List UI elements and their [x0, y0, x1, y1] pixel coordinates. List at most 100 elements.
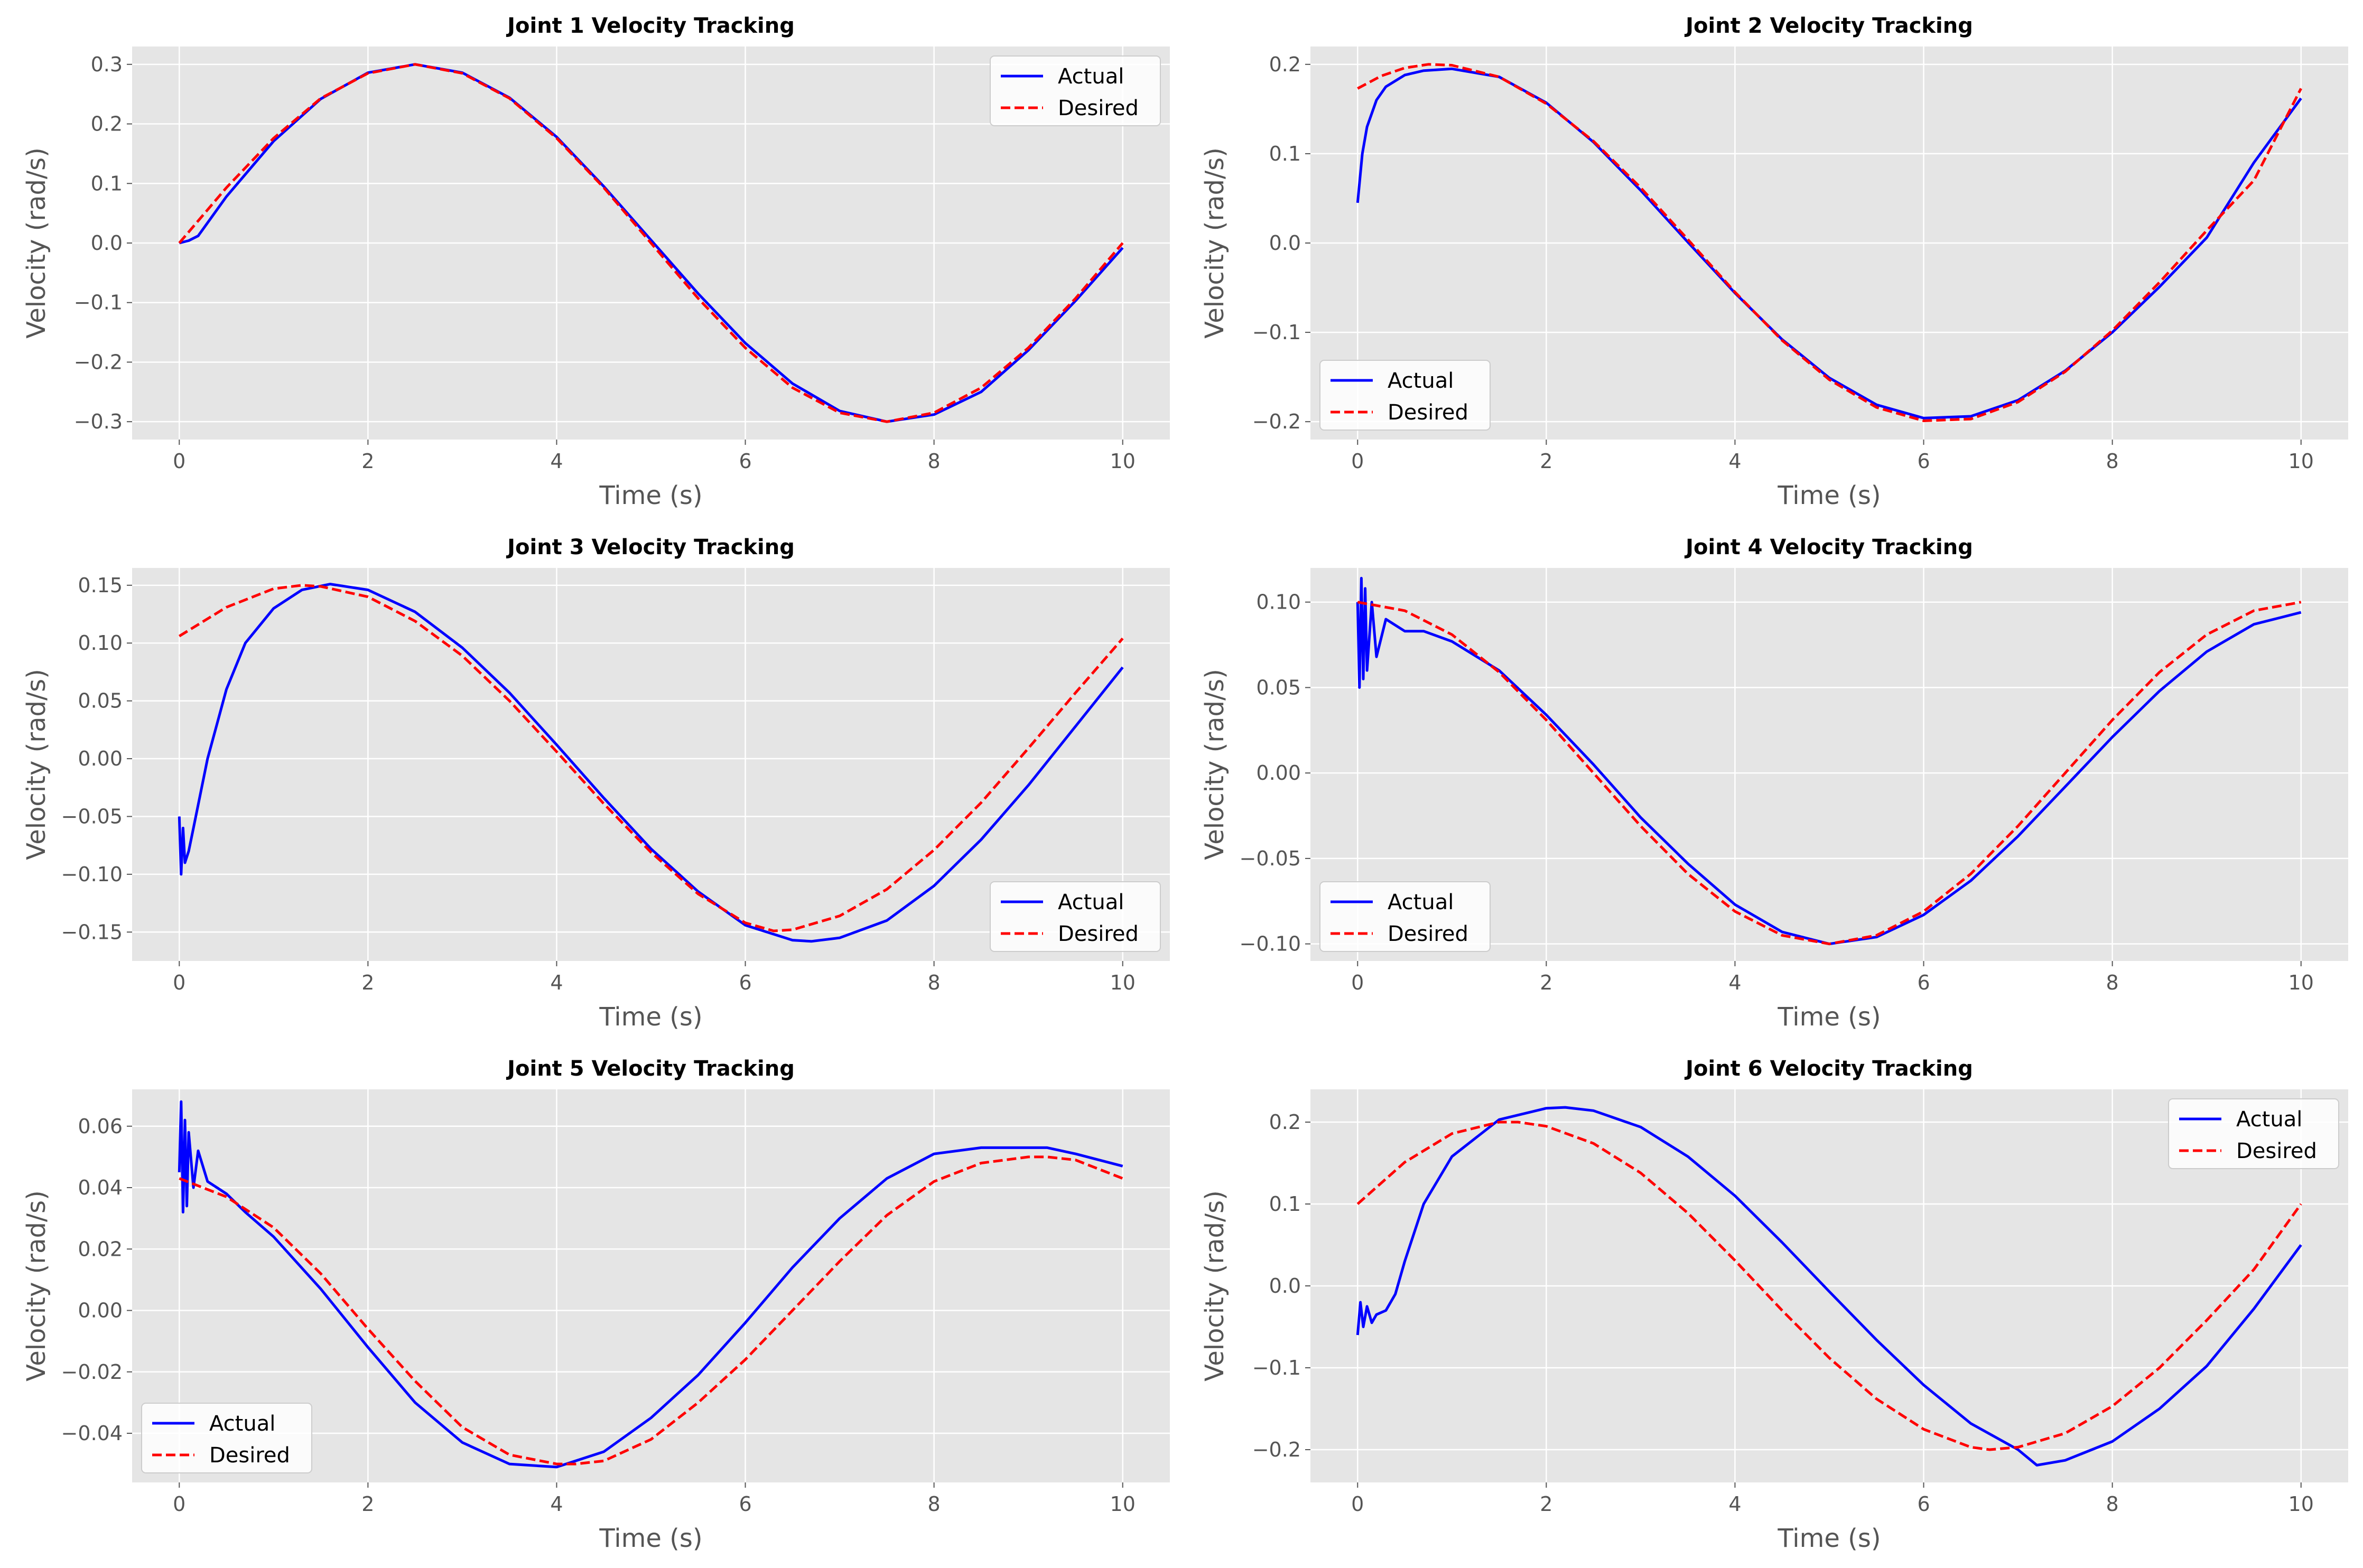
x-tick-label: 2 — [1540, 1492, 1552, 1516]
legend-label-actual: Actual — [1058, 64, 1124, 89]
y-tick-label: −0.1 — [1252, 321, 1301, 344]
legend-label-actual: Actual — [1388, 369, 1454, 393]
y-tick-label: −0.10 — [1240, 932, 1301, 956]
series-line-desired — [1357, 601, 2302, 946]
x-tick-label: 10 — [2288, 1492, 2314, 1516]
legend: Actual Desired — [1319, 881, 1491, 952]
x-tick-label: 2 — [1540, 450, 1552, 473]
x-tick-label: 4 — [1728, 1492, 1741, 1516]
chart-title: Joint 5 Velocity Tracking — [506, 1057, 795, 1081]
y-tick-label: −0.04 — [61, 1422, 123, 1445]
y-tick-label: −0.1 — [1252, 1356, 1301, 1379]
chart-title: Joint 3 Velocity Tracking — [506, 535, 795, 559]
legend-label-desired: Desired — [2236, 1139, 2317, 1163]
x-tick-label: 8 — [2106, 971, 2119, 994]
legend: Actual Desired — [1319, 360, 1491, 431]
y-axis-label: Velocity (rad/s) — [1200, 147, 1230, 339]
y-tick-label: 0.2 — [1269, 53, 1301, 76]
series-line-actual — [179, 63, 1124, 423]
x-tick-label: 4 — [550, 450, 563, 473]
y-tick-label: 0.1 — [1269, 1192, 1301, 1216]
y-tick-label: −0.02 — [61, 1360, 123, 1384]
x-tick-label: 4 — [550, 971, 563, 994]
y-tick-label: 0.00 — [1256, 761, 1301, 785]
x-tick-label: 8 — [2106, 1492, 2119, 1516]
x-tick-label: 8 — [2106, 450, 2119, 473]
y-axis-label: Velocity (rad/s) — [22, 669, 51, 860]
x-tick-label: 2 — [1540, 971, 1552, 994]
x-tick-label: 4 — [1728, 971, 1741, 994]
y-tick-label: 0.05 — [78, 689, 123, 713]
chart-title: Joint 6 Velocity Tracking — [1684, 1057, 1973, 1081]
series-line-desired — [1357, 63, 2302, 422]
legend: Actual Desired — [990, 881, 1161, 952]
legend-label-desired: Desired — [1388, 922, 1468, 946]
x-axis-label: Time (s) — [599, 1002, 702, 1032]
x-tick-label: 0 — [1351, 1492, 1364, 1516]
x-tick-label: 10 — [1110, 971, 1136, 994]
subplot-joint-3: 0 2 4 6 8 10 −0.15 −0.10 −0.05 0.00 0.05 0.10 0.15 Jo… — [22, 535, 1170, 1032]
x-axis-label: Time (s) — [1777, 481, 1881, 510]
x-tick-label: 2 — [361, 971, 374, 994]
y-tick-label: 0.00 — [78, 747, 123, 770]
x-tick-label: 0 — [1351, 450, 1364, 473]
y-tick-label: 0.0 — [91, 231, 123, 255]
y-tick-label: 0.04 — [78, 1176, 123, 1199]
x-tick-label: 10 — [2288, 450, 2314, 473]
series-line-actual — [1356, 576, 2302, 946]
legend-label-actual: Actual — [209, 1412, 275, 1436]
y-tick-label: −0.05 — [61, 805, 123, 828]
x-tick-label: 10 — [1110, 450, 1136, 473]
x-axis-label: Time (s) — [599, 481, 702, 510]
x-tick-label: 0 — [173, 450, 185, 473]
y-tick-label: 0.10 — [78, 631, 123, 655]
y-tick-label: −0.2 — [1252, 410, 1301, 433]
y-tick-label: 0.3 — [91, 53, 123, 76]
chart-title: Joint 4 Velocity Tracking — [1684, 535, 1973, 559]
y-tick-label: 0.10 — [1256, 591, 1301, 614]
legend-label-desired: Desired — [1058, 96, 1139, 120]
subplot-joint-1: 0 2 4 6 8 10 −0.3 −0.2 −0.1 0.0 0.1 0.2 0.3 Joint 1 V… — [22, 14, 1170, 510]
y-tick-label: 0.1 — [91, 172, 123, 195]
x-tick-label: 6 — [1917, 450, 1930, 473]
y-tick-label: 0.0 — [1269, 231, 1301, 255]
x-tick-label: 2 — [361, 450, 374, 473]
legend: Actual Desired — [141, 1403, 312, 1473]
series-line-desired — [178, 63, 1124, 423]
y-tick-label: 0.06 — [78, 1115, 123, 1138]
x-tick-label: 8 — [928, 1492, 941, 1516]
x-tick-label: 6 — [739, 971, 751, 994]
y-tick-label: 0.1 — [1269, 142, 1301, 165]
y-tick-label: −0.05 — [1240, 847, 1301, 870]
legend: Actual Desired — [990, 55, 1161, 126]
subplot-joint-5: 0 2 4 6 8 10 −0.04 −0.02 0.00 0.02 0.04 0.06 Joint 5… — [22, 1057, 1170, 1553]
subplot-joint-6: 0 2 4 6 8 10 −0.2 −0.1 0.0 0.1 0.2 Joint 6 Velocity… — [1200, 1057, 2348, 1553]
y-tick-label: −0.3 — [74, 410, 123, 433]
legend: Actual Desired — [2168, 1098, 2339, 1169]
legend-label-actual: Actual — [2236, 1107, 2302, 1132]
series-line-actual — [178, 1100, 1123, 1469]
y-tick-label: 0.2 — [91, 113, 123, 136]
x-tick-label: 8 — [928, 450, 941, 473]
series-line-desired — [1356, 1121, 2302, 1451]
y-tick-label: 0.02 — [78, 1237, 123, 1261]
legend-label-desired: Desired — [209, 1443, 290, 1468]
y-tick-label: 0.2 — [1269, 1110, 1301, 1134]
x-tick-label: 6 — [1917, 1492, 1930, 1516]
x-tick-label: 0 — [173, 971, 185, 994]
x-axis-label: Time (s) — [599, 1524, 702, 1553]
y-tick-label: 0.00 — [78, 1299, 123, 1322]
x-axis-label: Time (s) — [1777, 1002, 1881, 1032]
y-tick-label: 0.15 — [78, 574, 123, 597]
subplot-joint-2: 0 2 4 6 8 10 −0.2 −0.1 0.0 0.1 0.2 Joint 2 Velocity… — [1200, 14, 2348, 510]
y-tick-label: −0.1 — [74, 291, 123, 314]
chart-title: Joint 2 Velocity Tracking — [1684, 14, 1973, 38]
y-tick-label: 0.05 — [1256, 676, 1301, 699]
subplot-joint-4: 0 2 4 6 8 10 −0.10 −0.05 0.00 0.05 0.10 Joint 4 Vel… — [1200, 535, 2348, 1032]
legend-label-desired: Desired — [1058, 922, 1139, 946]
x-tick-label: 8 — [928, 971, 941, 994]
x-tick-label: 0 — [1351, 971, 1364, 994]
series-line-actual — [1356, 1106, 2302, 1467]
x-tick-label: 4 — [1728, 450, 1741, 473]
x-tick-label: 6 — [739, 1492, 751, 1516]
